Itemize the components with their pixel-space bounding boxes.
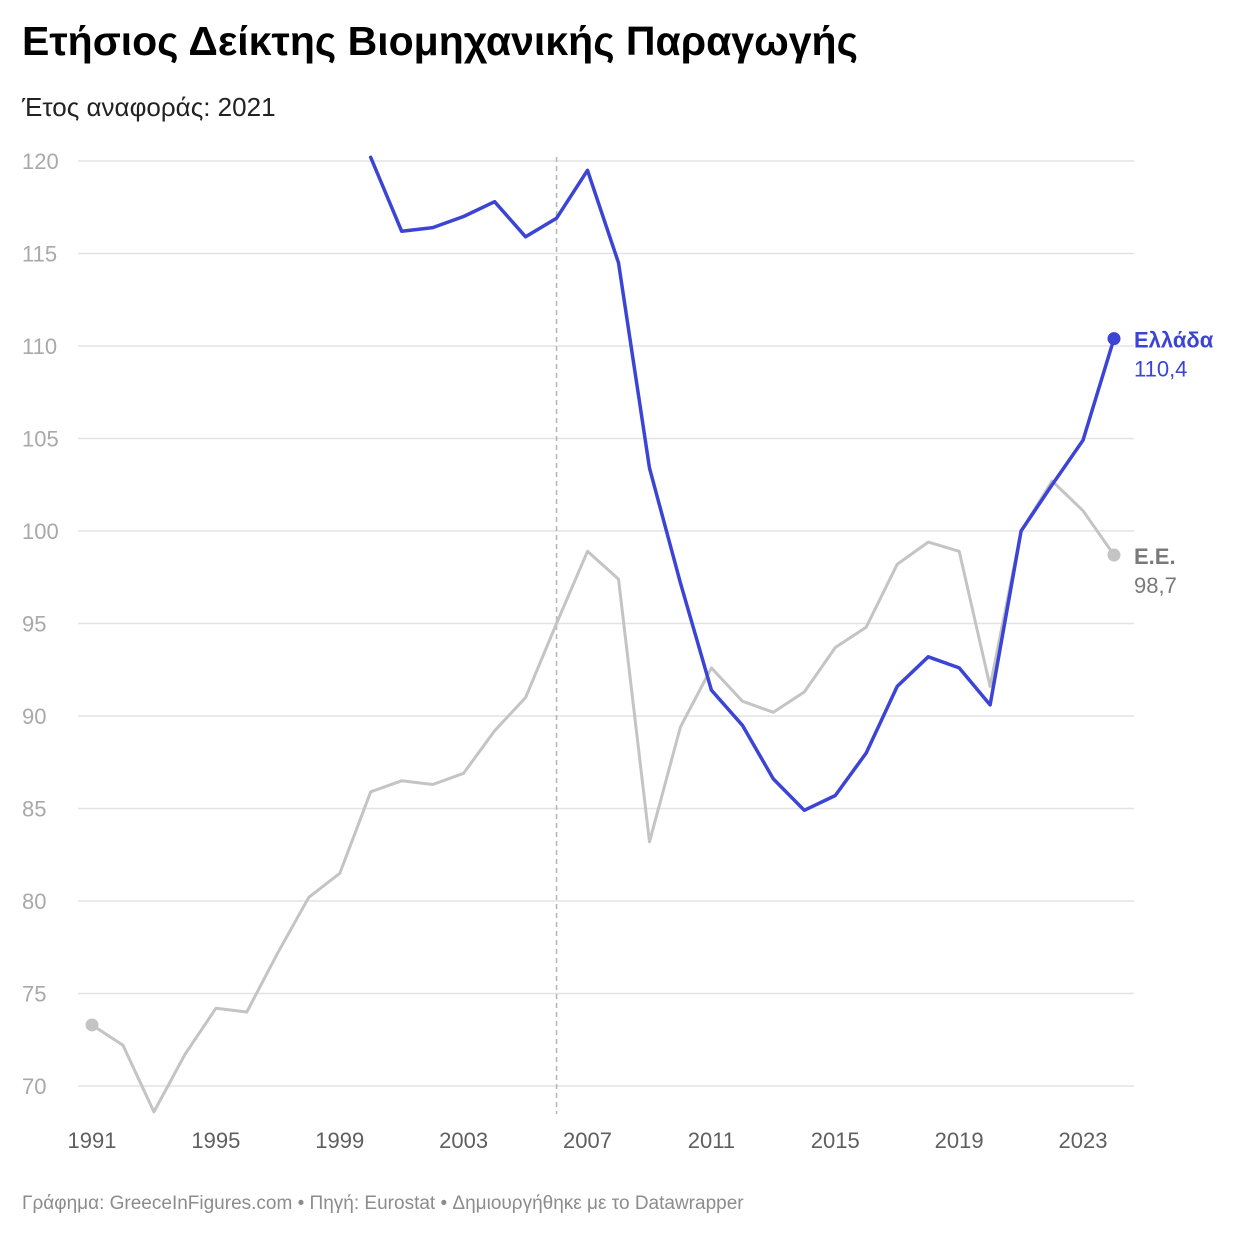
x-tick-label-2023: 2023 [1059, 1128, 1108, 1153]
y-tick-label-105: 105 [22, 427, 59, 452]
x-tick-label-1991: 1991 [68, 1128, 117, 1153]
y-tick-label-115: 115 [22, 242, 57, 267]
y-tick-label-80: 80 [22, 889, 46, 914]
y-tick-label-100: 100 [22, 519, 59, 544]
series-end-point-1 [1107, 332, 1121, 346]
chart-subtitle: Έτος αναφοράς: 2021 [22, 92, 276, 122]
series-name-label-0: Ε.Ε. [1134, 544, 1176, 569]
grid-lines [78, 160, 1134, 1087]
series-name-label-1: Ελλάδα [1134, 328, 1214, 353]
y-tick-label-90: 90 [22, 704, 46, 729]
chart-title: Ετήσιος Δείκτης Βιομηχανικής Παραγωγής [22, 18, 858, 64]
series-start-point-0 [85, 1018, 99, 1032]
x-axis-ticks: 1991 1995 1999 2003 2007 2011 2015 2019 2023 [68, 1128, 1108, 1153]
y-tick-label-110: 110 [22, 334, 57, 359]
series-value-label-0: 98,7 [1134, 573, 1177, 598]
x-tick-label-2007: 2007 [563, 1128, 612, 1153]
series-group [85, 155, 1121, 1114]
line-chart: 70 75 80 85 90 95 100 105 110 115 120 1991 1995 1999… [22, 149, 1214, 1153]
y-tick-label-95: 95 [22, 612, 46, 637]
y-axis-ticks: 70 75 80 85 90 95 100 105 110 115 120 [22, 149, 59, 1099]
series-line-0 [90, 479, 1116, 1114]
chart-footer: Γράφημα: GreeceInFigures.com • Πηγή: Eur… [22, 1193, 744, 1214]
series-line-1 [368, 155, 1116, 813]
series-labels: Ε.Ε. 98,7 Ελλάδα 110,4 [1134, 328, 1214, 598]
y-tick-label-70: 70 [22, 1074, 46, 1099]
x-tick-label-1999: 1999 [315, 1128, 364, 1153]
series-end-point-0 [1107, 548, 1121, 562]
series-value-label-1: 110,4 [1134, 357, 1187, 382]
x-tick-label-2019: 2019 [935, 1128, 984, 1153]
y-tick-label-75: 75 [22, 982, 46, 1007]
x-tick-label-2015: 2015 [811, 1128, 860, 1153]
x-tick-label-2003: 2003 [439, 1128, 488, 1153]
x-tick-label-2011: 2011 [688, 1128, 735, 1153]
y-tick-label-120: 120 [22, 149, 59, 174]
y-tick-label-85: 85 [22, 797, 46, 822]
x-tick-label-1995: 1995 [191, 1128, 240, 1153]
